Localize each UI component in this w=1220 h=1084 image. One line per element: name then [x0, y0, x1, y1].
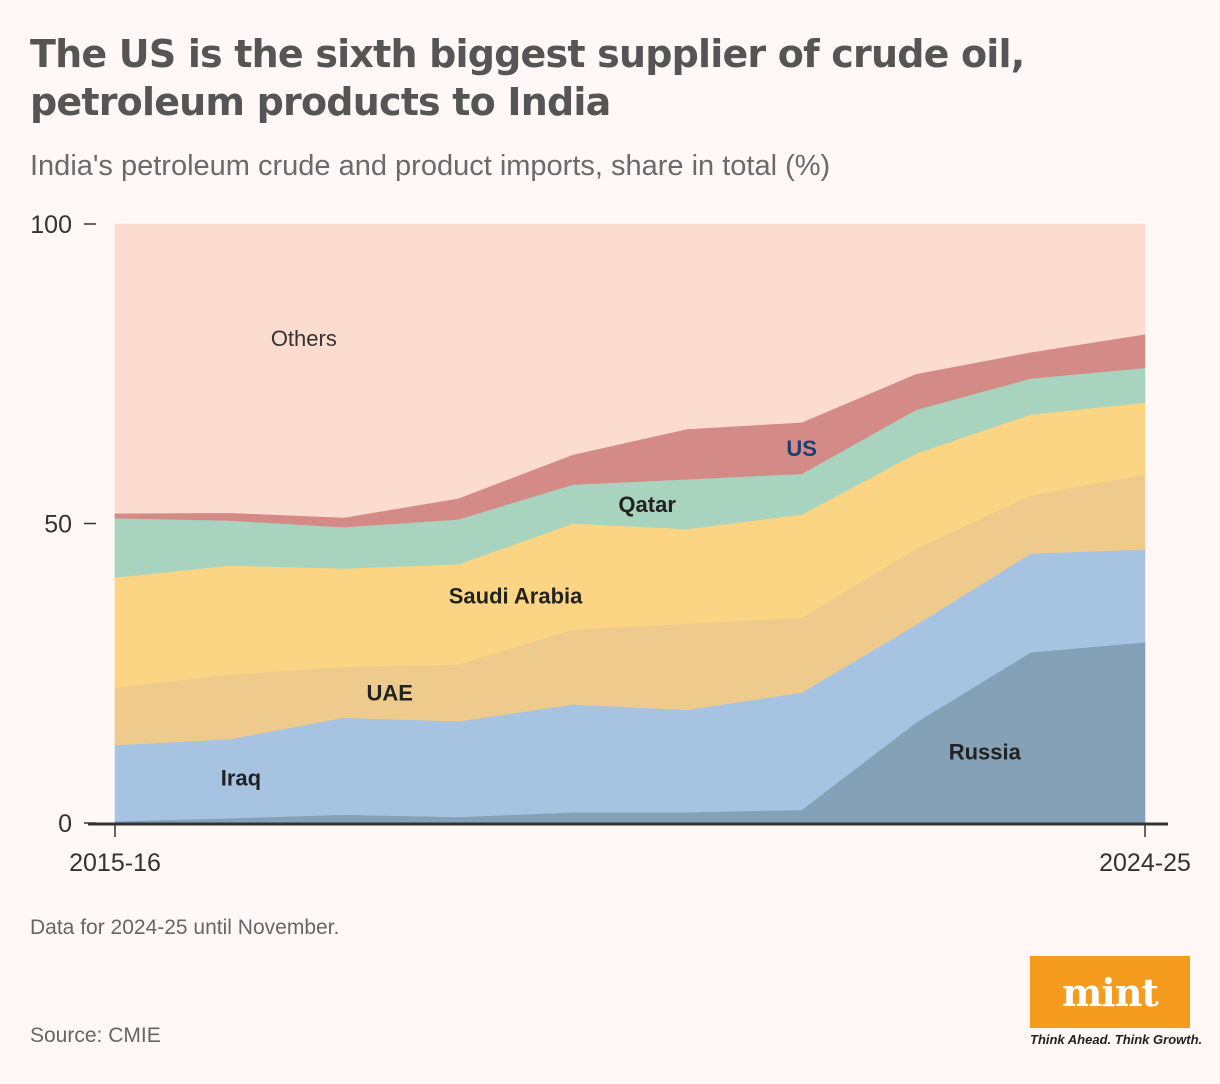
source-credit: Source: CMIE — [30, 1024, 161, 1047]
data-note: Data for 2024-25 until November. — [30, 916, 340, 939]
x-axis: 2015-16 2024-25 — [69, 822, 1191, 877]
chart-title: The US is the sixth biggest supplier of … — [30, 32, 1025, 124]
y-tick-label: 100 — [30, 211, 72, 239]
chart-subtitle: India's petroleum crude and product impo… — [30, 150, 831, 182]
y-tick-label: 0 — [58, 810, 72, 838]
mint-logo: mint — [1030, 956, 1190, 1028]
label-us: US — [786, 436, 817, 461]
mint-logo-text: mint — [1062, 969, 1159, 1015]
series-labels: Russia Iraq UAE Saudi Arabia Qatar US Others — [221, 326, 1022, 791]
label-iraq: Iraq — [221, 765, 261, 790]
x-tick-label: 2024-25 — [1099, 849, 1191, 877]
x-tick-label: 2015-16 — [69, 849, 161, 877]
logo-tagline: Think Ahead. Think Growth. — [1030, 1032, 1203, 1047]
stacked-area-chart: 0 50 100 2015-16 2024-25 Russia Iraq UAE Saudi… — [30, 211, 1191, 877]
area-layers — [114, 223, 1146, 824]
area-others — [114, 223, 1146, 518]
label-russia: Russia — [949, 740, 1022, 765]
label-saudi-arabia: Saudi Arabia — [449, 583, 583, 608]
label-others: Others — [271, 326, 337, 351]
label-qatar: Qatar — [618, 492, 676, 517]
label-uae: UAE — [366, 680, 412, 705]
y-axis: 0 50 100 — [30, 211, 96, 838]
y-tick-label: 50 — [44, 511, 72, 539]
